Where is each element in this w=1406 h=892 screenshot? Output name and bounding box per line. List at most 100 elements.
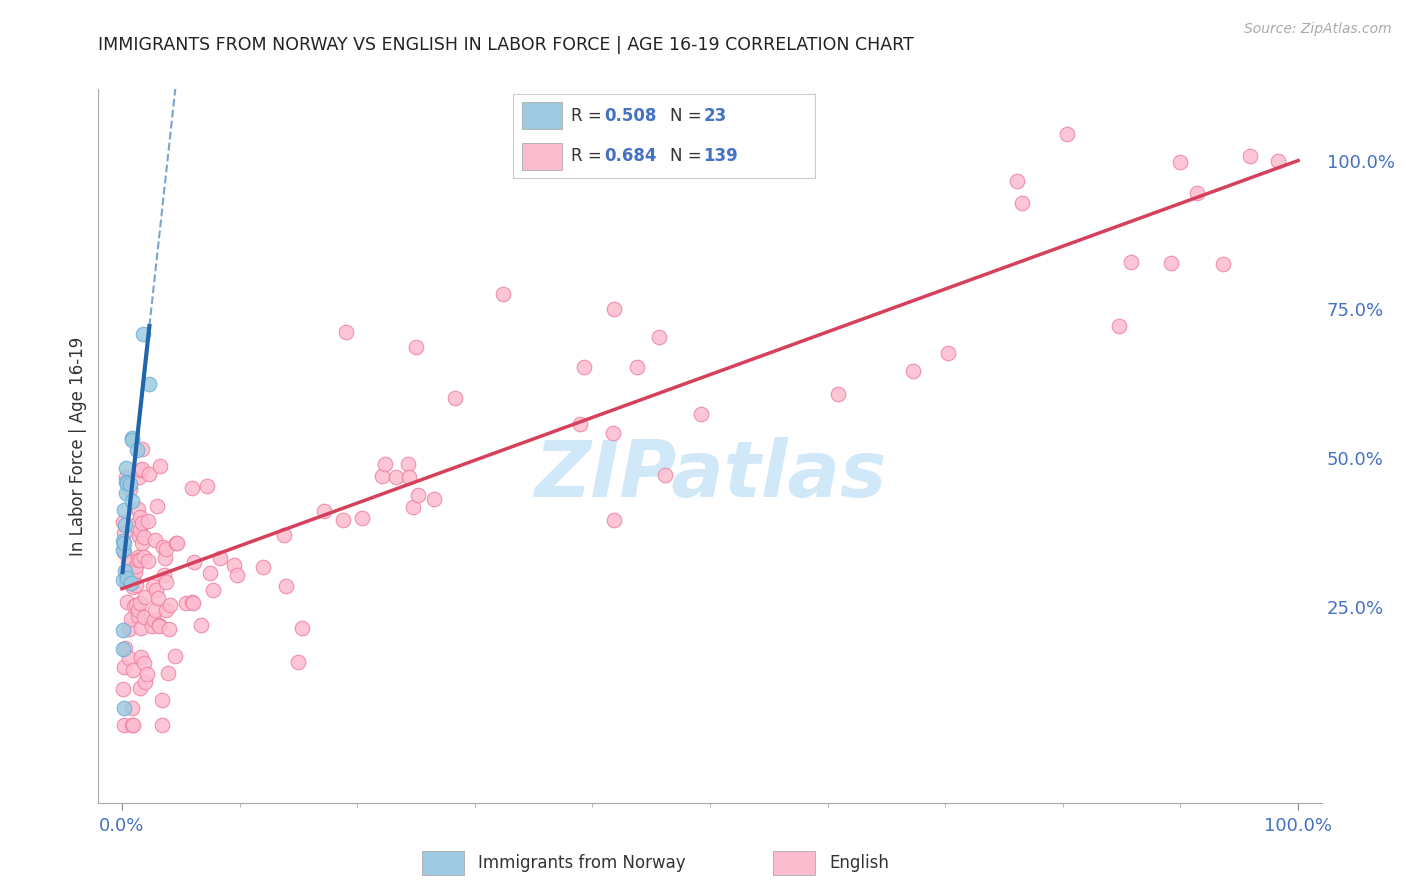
Point: [134, 590, 156, 604]
Point: [903, 364, 925, 378]
Point: [131, 516, 153, 530]
Point: [112, 682, 135, 697]
Point: [136, 667, 159, 681]
Point: [115, 475, 138, 490]
Point: [165, 649, 187, 664]
Point: [569, 417, 592, 432]
Point: [128, 553, 150, 567]
Point: [128, 470, 150, 484]
Point: [335, 325, 357, 339]
Text: 0.684: 0.684: [605, 147, 657, 165]
Point: [195, 479, 218, 493]
Point: [118, 622, 141, 636]
Text: English: English: [830, 854, 890, 872]
Point: [122, 571, 145, 585]
Point: [423, 491, 446, 506]
Point: [603, 513, 626, 527]
Point: [190, 618, 212, 632]
Text: N =: N =: [671, 147, 707, 165]
Point: [405, 340, 427, 354]
Point: [155, 542, 177, 557]
Point: [129, 463, 152, 477]
Point: [827, 386, 849, 401]
Point: [291, 621, 314, 635]
Point: [166, 535, 188, 549]
Text: IMMIGRANTS FROM NORWAY VS ENGLISH IN LABOR FORCE | AGE 16-19 CORRELATION CHART: IMMIGRANTS FROM NORWAY VS ENGLISH IN LAB…: [98, 36, 914, 54]
Text: 0.508: 0.508: [605, 107, 657, 125]
Point: [124, 565, 146, 579]
Point: [115, 571, 138, 585]
Point: [118, 477, 141, 491]
Point: [121, 663, 143, 677]
Point: [138, 514, 160, 528]
Point: [138, 467, 160, 482]
Point: [131, 442, 153, 457]
Point: [132, 327, 155, 342]
Text: 23: 23: [703, 107, 727, 125]
Point: [121, 431, 143, 445]
Point: [332, 513, 354, 527]
Point: [117, 555, 139, 569]
Point: [131, 535, 153, 549]
Text: N =: N =: [671, 107, 707, 125]
Text: 139: 139: [703, 147, 738, 165]
Point: [180, 481, 202, 495]
Bar: [422, 851, 464, 875]
Point: [146, 500, 169, 514]
Point: [112, 536, 135, 550]
Point: [136, 554, 159, 568]
Point: [157, 665, 180, 680]
Point: [312, 504, 335, 518]
Point: [127, 603, 149, 617]
Point: [138, 377, 160, 392]
Point: [374, 457, 396, 471]
Point: [1185, 186, 1208, 200]
Point: [398, 470, 420, 484]
Point: [112, 700, 135, 714]
Point: [152, 540, 174, 554]
Point: [115, 572, 138, 586]
Point: [209, 551, 232, 566]
Point: [129, 596, 152, 610]
Bar: [522, 143, 561, 169]
Point: [121, 580, 143, 594]
Point: [198, 566, 221, 580]
Point: [1239, 149, 1261, 163]
Point: [112, 503, 135, 517]
Point: [148, 591, 170, 605]
Point: [443, 392, 465, 406]
Point: [118, 651, 141, 665]
Point: [602, 425, 624, 440]
Point: [111, 623, 134, 637]
Point: [370, 468, 392, 483]
Point: [603, 302, 626, 317]
Point: [117, 595, 139, 609]
Point: [114, 517, 136, 532]
Point: [1108, 318, 1130, 333]
Point: [132, 530, 155, 544]
Point: [225, 568, 247, 582]
Point: [145, 602, 167, 616]
Point: [127, 550, 149, 565]
Point: [129, 509, 152, 524]
Point: [124, 518, 146, 533]
Point: [128, 529, 150, 543]
Point: [120, 612, 142, 626]
Point: [273, 528, 295, 542]
Point: [120, 576, 142, 591]
Text: Immigrants from Norway: Immigrants from Norway: [478, 854, 686, 872]
Point: [148, 619, 170, 633]
Point: [155, 575, 177, 590]
Point: [111, 642, 134, 657]
Point: [1056, 127, 1078, 141]
Point: [145, 582, 167, 597]
Point: [115, 574, 138, 588]
Point: [287, 655, 309, 669]
Point: [132, 550, 155, 565]
Point: [143, 533, 166, 547]
Point: [111, 542, 134, 557]
Point: [159, 598, 181, 612]
Point: [112, 660, 135, 674]
Point: [127, 552, 149, 566]
Point: [129, 681, 152, 695]
